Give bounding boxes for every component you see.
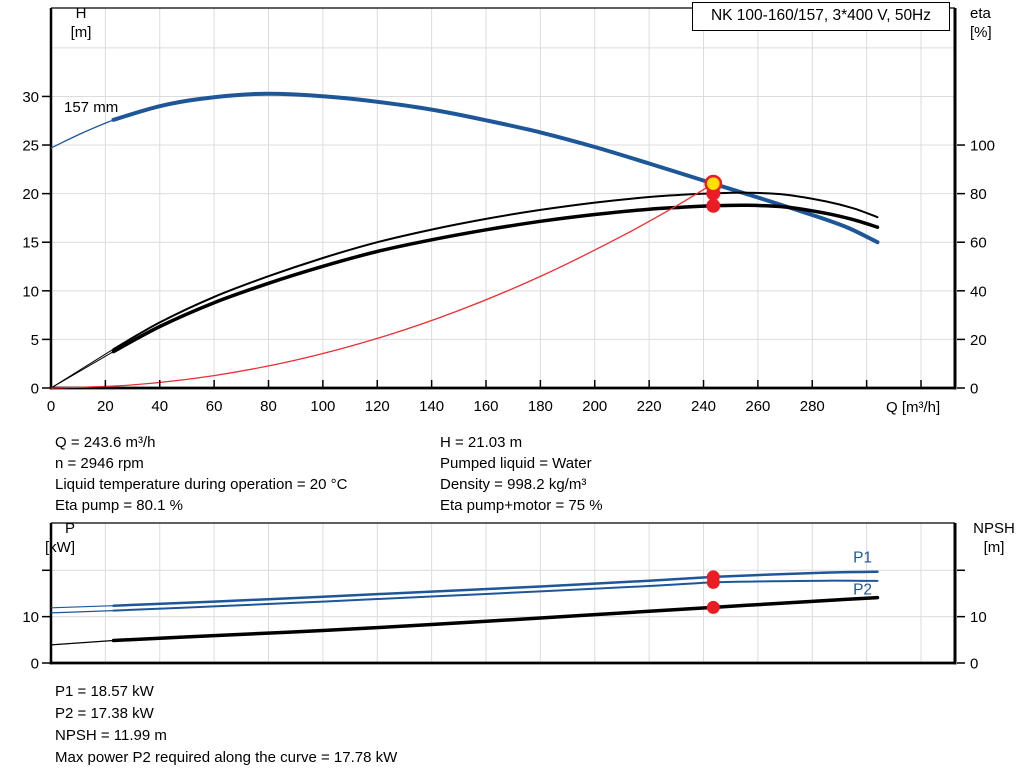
npsh-axis-title-line1: NPSH bbox=[973, 520, 1015, 537]
npsh-curve-min-flow-segment bbox=[50, 639, 114, 646]
npsh-curve bbox=[111, 595, 880, 643]
eta-pump-motor-curve bbox=[111, 203, 880, 354]
eta-axis-title-line1: eta bbox=[970, 5, 991, 22]
footer-p2: P2 = 17.38 kW bbox=[55, 705, 154, 722]
x-tick-label: 100 bbox=[310, 398, 335, 415]
y-left-tick-label: 0 bbox=[31, 381, 39, 398]
p1-curve-label: P1 bbox=[853, 549, 872, 566]
y-right-tick-label: 100 bbox=[970, 138, 995, 155]
p-axis-title: P [kW] bbox=[8, 519, 75, 557]
x-tick-label: 80 bbox=[260, 398, 277, 415]
operating-point-info-left: Q = 243.6 m³/h n = 2946 rpm Liquid tempe… bbox=[55, 432, 347, 516]
y-left-tick-label: 25 bbox=[22, 138, 39, 155]
x-tick-label: 260 bbox=[745, 398, 770, 415]
x-tick-label: 0 bbox=[47, 398, 55, 415]
x-tick-label: 60 bbox=[206, 398, 223, 415]
eta-axis-title-line2: [%] bbox=[970, 24, 992, 41]
y-left-tick-label: 30 bbox=[22, 89, 39, 106]
y-right-tick-label: 60 bbox=[970, 235, 987, 252]
footer-npsh: NPSH = 11.99 m bbox=[55, 727, 167, 744]
h-axis-title-line1: H bbox=[75, 5, 87, 22]
p2-power-curve bbox=[112, 579, 879, 612]
y-right-tick-label: 0 bbox=[970, 381, 978, 398]
info-liquid-temperature: Liquid temperature during operation = 20… bbox=[55, 476, 348, 493]
x-tick-label: 220 bbox=[637, 398, 662, 415]
npsh-axis-title: NPSH [m] bbox=[963, 519, 1024, 557]
p-axis-title-line2: [kW] bbox=[45, 539, 75, 556]
system-curve bbox=[50, 182, 714, 389]
pump-model-title-box: NK 100-160/157, 3*400 V, 50Hz bbox=[692, 2, 950, 31]
footer-max-power: Max power P2 required along the curve = … bbox=[55, 749, 398, 766]
duty-point-npsh[interactable] bbox=[706, 600, 720, 614]
npsh-axis-title-line2: [m] bbox=[983, 539, 1005, 556]
info-density: Density = 998.2 kg/m³ bbox=[440, 476, 587, 493]
y-left-tick-label: 10 bbox=[22, 283, 39, 300]
x-tick-label: 140 bbox=[419, 398, 444, 415]
x-tick-label: 20 bbox=[97, 398, 114, 415]
info-flow: Q = 243.6 m³/h bbox=[55, 434, 156, 451]
info-head: H = 21.03 m bbox=[440, 434, 523, 451]
head-curve-157mm bbox=[111, 91, 880, 245]
p-axis-title-line1: P bbox=[64, 520, 75, 537]
y-right-tick-label: 10 bbox=[970, 609, 987, 626]
eta-pump-curve bbox=[112, 191, 879, 351]
eta-axis-title: eta [%] bbox=[970, 4, 1022, 42]
y-left-tick-label: 0 bbox=[31, 656, 39, 673]
operating-point-info-right: H = 21.03 m Pumped liquid = Water Densit… bbox=[440, 432, 603, 516]
duty-point-eta-pump-motor[interactable] bbox=[706, 198, 721, 213]
duty-point-head[interactable] bbox=[704, 174, 723, 193]
x-tick-label: 240 bbox=[691, 398, 716, 415]
footer-info: P1 = 18.57 kW P2 = 17.38 kW NPSH = 11.99… bbox=[55, 681, 397, 769]
x-tick-label: 160 bbox=[473, 398, 498, 415]
info-eta-pump-motor: Eta pump+motor = 75 % bbox=[440, 497, 603, 514]
x-tick-label: 40 bbox=[151, 398, 168, 415]
y-right-tick-label: 20 bbox=[970, 332, 987, 349]
info-pumped-liquid: Pumped liquid = Water bbox=[440, 455, 592, 472]
info-eta-pump: Eta pump = 80.1 % bbox=[55, 497, 183, 514]
y-right-tick-label: 0 bbox=[970, 656, 978, 673]
x-tick-label: 180 bbox=[528, 398, 553, 415]
footer-p1: P1 = 18.57 kW bbox=[55, 683, 154, 700]
y-right-tick-label: 40 bbox=[970, 283, 987, 300]
duty-point-p2[interactable] bbox=[706, 575, 720, 589]
head-curve-157mm-min-flow-segment bbox=[50, 119, 114, 149]
h-axis-title-line2: [m] bbox=[70, 24, 92, 41]
y-left-tick-label: 5 bbox=[31, 332, 39, 349]
y-left-tick-label: 20 bbox=[22, 186, 39, 203]
x-tick-label: 200 bbox=[582, 398, 607, 415]
p1-power-curve bbox=[112, 570, 879, 607]
x-tick-label: 280 bbox=[800, 398, 825, 415]
h-axis-title: H [m] bbox=[60, 4, 102, 42]
info-speed: n = 2946 rpm bbox=[55, 455, 144, 472]
p1-power-curve-min-flow-segment bbox=[50, 605, 114, 609]
p2-curve-label: P2 bbox=[853, 581, 872, 598]
y-left-tick-label: 15 bbox=[22, 235, 39, 252]
p2-power-curve-min-flow-segment bbox=[50, 610, 114, 614]
eta-pump-motor-curve-min-flow-segment bbox=[50, 351, 114, 389]
x-tick-label: 120 bbox=[365, 398, 390, 415]
y-right-tick-label: 80 bbox=[970, 186, 987, 203]
impeller-trim-label: 157 mm bbox=[64, 99, 119, 116]
q-axis-label: Q [m³/h] bbox=[886, 399, 941, 416]
y-left-tick-label: 10 bbox=[22, 609, 39, 626]
